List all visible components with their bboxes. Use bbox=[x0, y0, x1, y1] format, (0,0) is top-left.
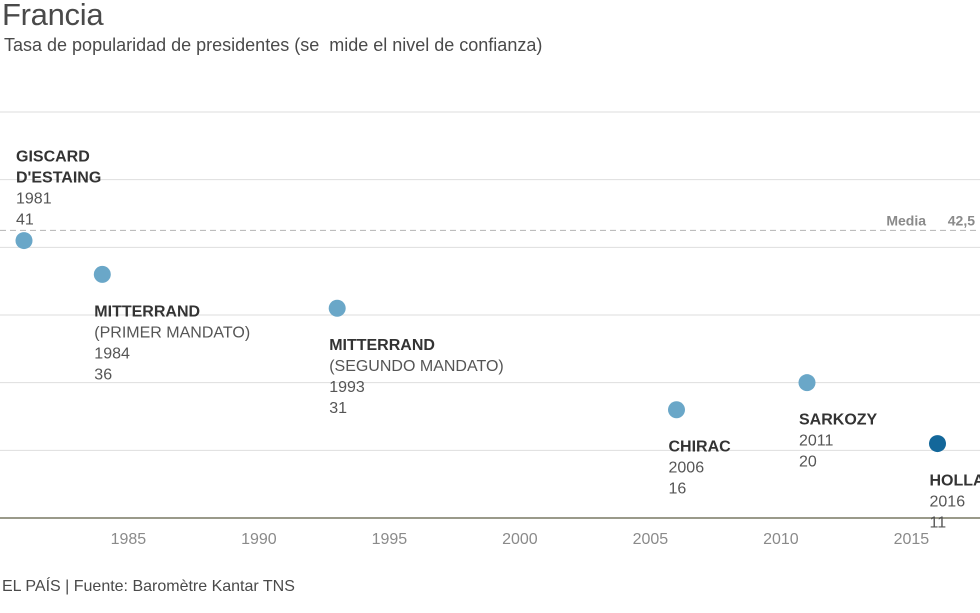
year-label: 1984 bbox=[94, 345, 130, 362]
x-tick-label: 1995 bbox=[372, 531, 408, 548]
president-name: SARKOZY bbox=[799, 412, 878, 429]
year-label: 2011 bbox=[799, 433, 834, 450]
x-tick-label: 2000 bbox=[502, 531, 538, 548]
president-name: HOLLANDE bbox=[930, 473, 980, 490]
x-tick-label: 1985 bbox=[111, 531, 147, 548]
data-point bbox=[798, 374, 816, 392]
president-name: CHIRAC bbox=[669, 439, 732, 456]
source-note: EL PAÍS | Fuente: Baromètre Kantar TNS bbox=[2, 578, 295, 595]
x-tick-label: 2005 bbox=[633, 531, 669, 548]
year-label: 1993 bbox=[329, 379, 365, 396]
value-label: 41 bbox=[16, 212, 34, 229]
president-name: D'ESTAING bbox=[16, 170, 101, 187]
data-point bbox=[93, 265, 111, 283]
x-tick-label: 1990 bbox=[241, 531, 277, 548]
x-tick-label: 2015 bbox=[894, 531, 930, 548]
value-label: 11 bbox=[930, 515, 947, 532]
value-label: 20 bbox=[799, 454, 817, 471]
data-point bbox=[15, 232, 33, 250]
value-label: 16 bbox=[669, 481, 687, 498]
data-point bbox=[668, 401, 685, 419]
value-label: 36 bbox=[94, 366, 112, 383]
year-label: 2006 bbox=[669, 460, 705, 477]
chart-title: Francia bbox=[2, 0, 104, 32]
value-label: 31 bbox=[329, 400, 347, 417]
president-name: MITTERRAND bbox=[94, 303, 200, 320]
year-label: 1981 bbox=[16, 191, 52, 208]
mean-label: Media bbox=[886, 212, 926, 228]
president-name: GISCARD bbox=[16, 149, 90, 166]
year-label: 2016 bbox=[930, 494, 966, 511]
mean-value: 42,5 bbox=[948, 212, 975, 228]
term-label: (SEGUNDO MANDATO) bbox=[329, 358, 504, 375]
data-point bbox=[328, 299, 346, 317]
data-point bbox=[929, 435, 946, 453]
chart-subtitle: Tasa de popularidad de presidentes (se m… bbox=[4, 35, 543, 55]
president-name: MITTERRAND bbox=[329, 337, 435, 354]
x-tick-label: 2010 bbox=[763, 531, 799, 548]
term-label: (PRIMER MANDATO) bbox=[94, 324, 250, 341]
